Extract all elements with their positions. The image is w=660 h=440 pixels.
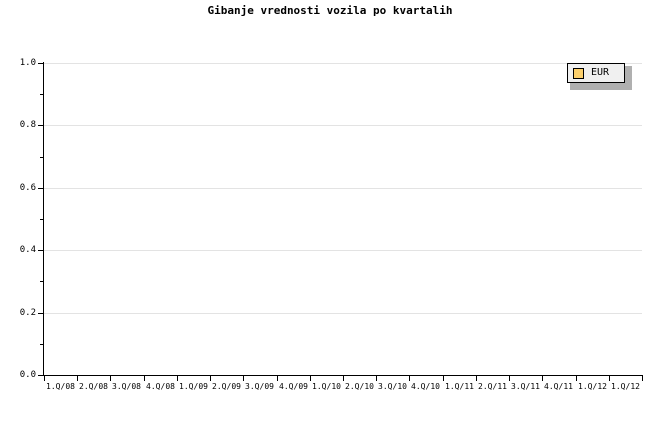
gridline [44, 188, 642, 189]
y-axis-tick-label: 0.0 [19, 370, 36, 380]
x-axis-tick-label: 1.Q/11 [445, 382, 474, 391]
series-layer [44, 63, 642, 375]
x-axis-tick-label: 3.Q/08 [112, 382, 141, 391]
x-tick [310, 376, 311, 381]
x-axis-tick-label: 4.Q/09 [279, 382, 308, 391]
x-tick [609, 376, 610, 381]
x-tick [77, 376, 78, 381]
y-axis-tick-label: 1.0 [19, 58, 36, 68]
x-axis-tick-label: 3.Q/10 [378, 382, 407, 391]
x-tick [110, 376, 111, 381]
y-tick-major [38, 188, 44, 189]
x-tick [44, 376, 45, 381]
x-tick [542, 376, 543, 381]
y-axis-line [43, 62, 44, 376]
x-axis-tick-label: 1.Q/09 [179, 382, 208, 391]
y-axis-tick-label: 0.2 [19, 308, 36, 318]
y-tick-minor [40, 94, 44, 95]
y-tick-minor [40, 219, 44, 220]
y-tick-minor [40, 344, 44, 345]
x-tick [144, 376, 145, 381]
plot-area [44, 63, 642, 375]
x-axis-line [43, 375, 643, 376]
y-axis-tick-label: 0.8 [19, 120, 36, 130]
gridline [44, 250, 642, 251]
x-axis-tick-label: 1.Q/08 [46, 382, 75, 391]
x-axis-tick-label: 4.Q/10 [411, 382, 440, 391]
x-axis-tick-label: 1.Q/10 [312, 382, 341, 391]
x-axis-tick-label: 1.Q/12 [578, 382, 607, 391]
y-tick-minor [40, 281, 44, 282]
x-tick [576, 376, 577, 381]
x-tick [409, 376, 410, 381]
color-swatch-icon [573, 67, 584, 79]
x-tick [642, 376, 643, 381]
x-tick [509, 376, 510, 381]
y-tick-major [38, 250, 44, 251]
x-axis-tick-label: 3.Q/11 [511, 382, 540, 391]
x-axis-tick-label: 4.Q/11 [544, 382, 573, 391]
y-tick-major [38, 375, 44, 376]
x-axis-tick-label: 2.Q/11 [478, 382, 507, 391]
gridline [44, 313, 642, 314]
y-axis-tick-label: 0.4 [19, 245, 36, 255]
gridline [44, 125, 642, 126]
y-tick-minor [40, 157, 44, 158]
y-axis-tick-label: 0.6 [19, 183, 36, 193]
x-tick [177, 376, 178, 381]
x-tick [443, 376, 444, 381]
x-tick [376, 376, 377, 381]
x-tick [343, 376, 344, 381]
legend-item-label: EUR [591, 67, 610, 78]
x-axis-tick-label: 3.Q/09 [245, 382, 274, 391]
x-axis-tick-label: 4.Q/08 [146, 382, 175, 391]
x-axis-tick-label: 2.Q/08 [79, 382, 108, 391]
x-tick [210, 376, 211, 381]
x-axis-tick-label: 1.Q/12 [611, 382, 640, 391]
chart-title: Gibanje vrednosti vozila po kvartalih [207, 4, 453, 17]
chart-legend[interactable]: EUR [567, 63, 625, 83]
x-axis-tick-label: 2.Q/09 [212, 382, 241, 391]
x-axis-tick-label: 2.Q/10 [345, 382, 374, 391]
y-tick-major [38, 63, 44, 64]
y-tick-major [38, 313, 44, 314]
x-tick [243, 376, 244, 381]
y-tick-major [38, 125, 44, 126]
x-tick [476, 376, 477, 381]
x-tick [277, 376, 278, 381]
gridline [44, 63, 642, 64]
